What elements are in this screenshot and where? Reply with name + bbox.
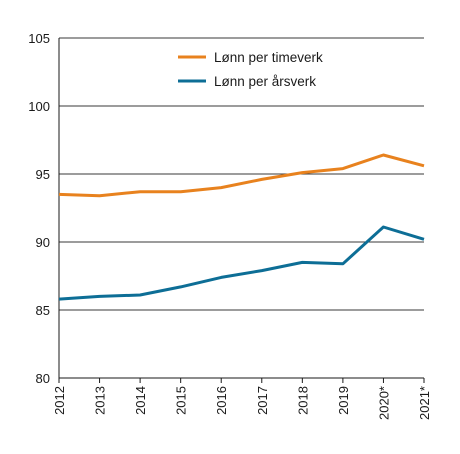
x-tick-label-2: 2014 [133, 386, 148, 415]
series-line-0 [58, 153, 425, 198]
legend-label-timeverk: Lønn per timeverk [214, 50, 323, 65]
series-lines [58, 153, 425, 301]
y-tick-label-100: 100 [28, 99, 50, 114]
y-tick-label-80: 80 [36, 371, 50, 386]
x-tick-label-5: 2017 [255, 386, 270, 415]
legend-label-arsverk: Lønn per årsverk [214, 74, 316, 89]
y-tick-label-95: 95 [36, 167, 50, 182]
x-tick-label-8: 2020* [376, 386, 391, 420]
x-tick-label-1: 2013 [93, 386, 108, 415]
series-line-1 [58, 225, 425, 301]
x-tick-label-0: 2012 [52, 386, 67, 415]
x-axis-tick-labels: 2012 2013 2014 2015 2016 2017 2018 2019 2020* 202… [52, 386, 432, 420]
y-tick-label-105: 105 [28, 31, 50, 46]
legend: Lønn per timeverk Lønn per årsverk [178, 50, 323, 89]
x-tick-label-6: 2018 [295, 386, 310, 415]
x-tick-label-3: 2015 [174, 386, 189, 415]
x-tick-label-7: 2019 [336, 386, 351, 415]
y-tick-label-85: 85 [36, 303, 50, 318]
x-tick-label-4: 2016 [214, 386, 229, 415]
y-axis-tick-labels: 80 85 90 95 100 105 [28, 31, 50, 386]
y-tick-label-90: 90 [36, 235, 50, 250]
x-tick-label-9: 2021* [417, 386, 432, 420]
axes [58, 38, 425, 383]
gridlines [59, 37, 424, 311]
